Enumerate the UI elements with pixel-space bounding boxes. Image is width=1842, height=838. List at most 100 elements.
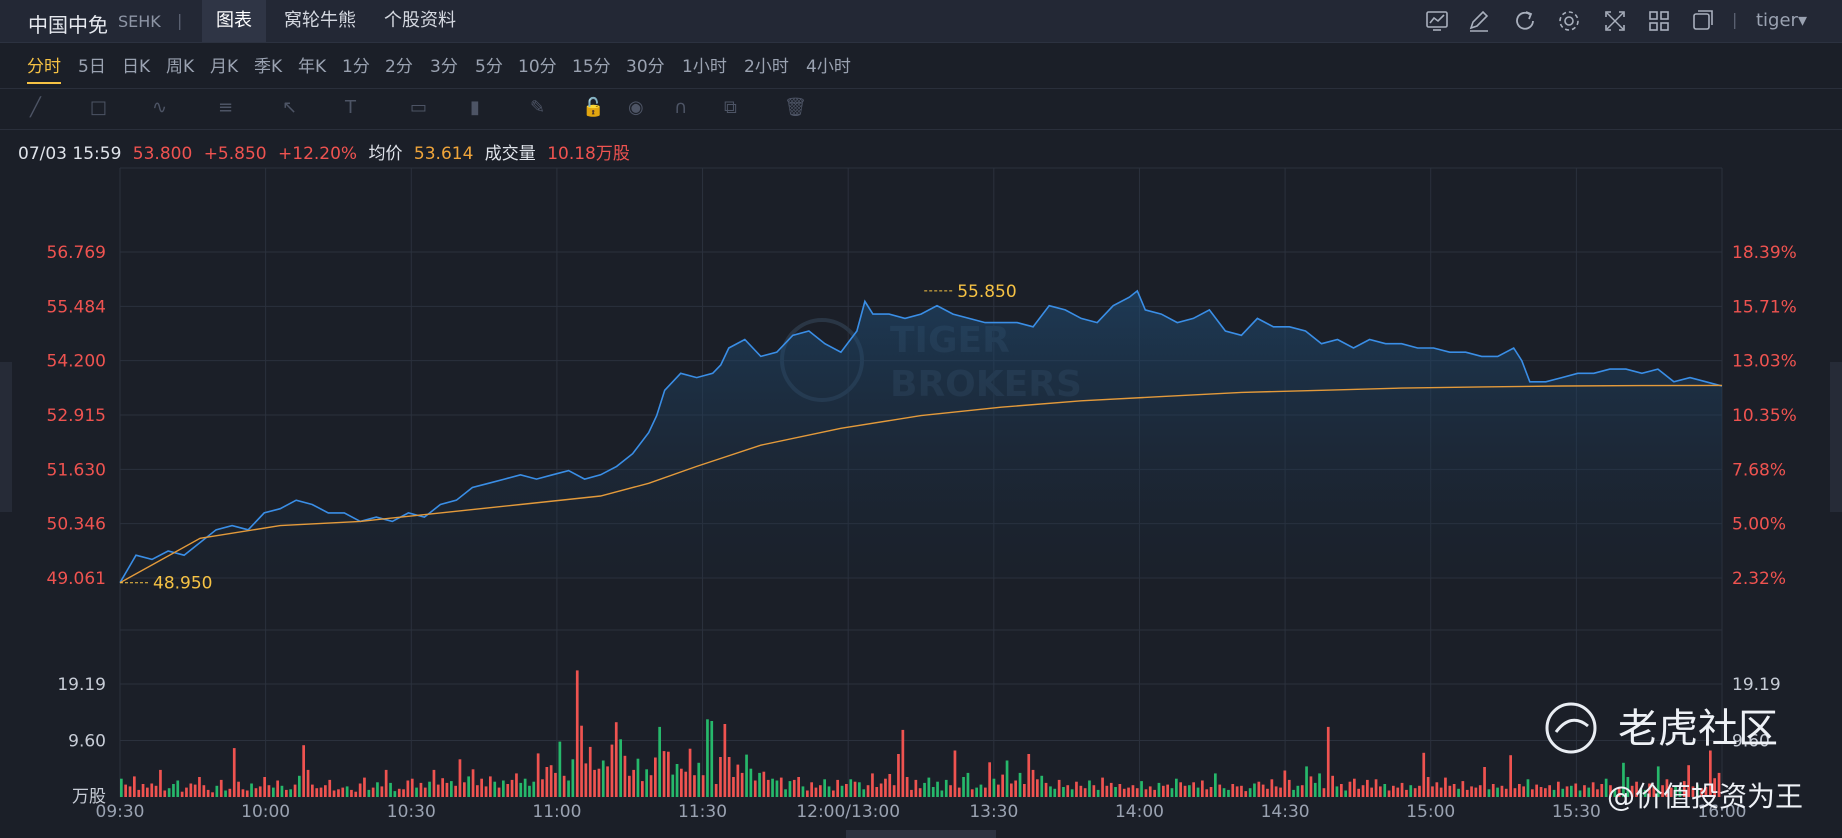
volume-bar (745, 754, 748, 797)
volume-bar (124, 784, 127, 797)
volume-unit-label: 万股 (72, 787, 106, 807)
draw-icon[interactable] (1466, 8, 1492, 34)
avg-price-line[interactable] (119, 384, 1723, 584)
period-tab-12[interactable]: 15分 (572, 57, 611, 77)
trash-icon[interactable]: 🗑 (784, 97, 807, 118)
period-tab-9[interactable]: 3分 (430, 57, 458, 77)
period-tab-5[interactable]: 季K (254, 57, 283, 77)
tab-stock-profile[interactable]: 个股资料 (384, 10, 456, 31)
volume-bar (1140, 781, 1143, 797)
right-panel-toggle[interactable] (1830, 362, 1842, 512)
volume-bar (337, 789, 340, 797)
period-tab-10[interactable]: 5分 (475, 57, 503, 77)
period-tab-11[interactable]: 10分 (518, 57, 557, 77)
measure-tool-icon[interactable]: ▮ (470, 97, 480, 118)
period-tab-3[interactable]: 周K (166, 57, 195, 77)
volume-bar (1565, 786, 1569, 797)
pct-tick-label: 5.00% (1732, 515, 1786, 535)
stock-name: 中国中免 (28, 13, 108, 37)
volume-bar (306, 769, 310, 797)
volume-bar (1340, 784, 1343, 797)
period-tab-4[interactable]: 月K (210, 57, 239, 77)
pen-icon[interactable]: ✎ (530, 97, 546, 118)
volume-bar (871, 773, 874, 797)
magnet-icon[interactable]: ∩ (674, 97, 688, 118)
line-tool-icon[interactable]: ╱ (30, 97, 41, 118)
volume-bar (1122, 788, 1126, 797)
price-tick-label: 56.769 (47, 243, 106, 263)
period-tab-14[interactable]: 1小时 (682, 57, 727, 77)
volume-bar (1535, 784, 1538, 797)
volume-bar (1031, 769, 1035, 797)
volume-bar (753, 780, 757, 797)
volume-bar (779, 777, 783, 797)
volume-bar (328, 779, 332, 797)
volume-bar (1491, 784, 1495, 797)
fullscreen-icon[interactable] (1602, 8, 1628, 34)
volume-bar (324, 785, 327, 797)
time-scroll-handle[interactable] (846, 830, 996, 838)
tab-chart[interactable]: 图表 (202, 0, 266, 42)
period-tab-2[interactable]: 日K (122, 57, 151, 77)
volume-bar (1665, 779, 1669, 797)
volume-bar (1135, 788, 1139, 797)
volume-bar (428, 781, 431, 797)
volume-bar (528, 785, 531, 797)
note-tool-icon[interactable]: ▭ (410, 97, 428, 118)
volume-bar (849, 779, 853, 797)
volume-bar (1049, 786, 1052, 797)
volume-bar (1313, 782, 1317, 797)
volume-bar (927, 777, 931, 797)
chart-style-icon[interactable] (1424, 8, 1450, 34)
volume-bar (866, 785, 870, 797)
volume-bar (1704, 787, 1708, 797)
period-tab-0[interactable]: 分时 (27, 52, 61, 84)
volume-bar (241, 789, 245, 797)
settings-icon[interactable] (1556, 8, 1582, 34)
volume-bar (476, 785, 479, 797)
period-tab-7[interactable]: 1分 (342, 57, 370, 77)
volume-bar (185, 787, 188, 797)
volume-bar (363, 777, 366, 797)
layers-icon[interactable]: ⧉ (724, 97, 737, 118)
period-tab-13[interactable]: 30分 (626, 57, 665, 77)
period-tab-8[interactable]: 2分 (385, 57, 413, 77)
volume-bar (962, 777, 965, 797)
eye-icon[interactable]: ◉ (628, 97, 644, 118)
left-panel-toggle[interactable] (0, 362, 12, 512)
volume-bar (263, 777, 266, 797)
fib-tool-icon[interactable]: ≡ (218, 97, 234, 118)
layout-grid-icon[interactable] (1646, 8, 1672, 34)
volume-bar (176, 780, 180, 797)
user-menu[interactable]: tiger▾ (1756, 10, 1807, 31)
text-tool-icon[interactable]: T (345, 97, 356, 118)
rectangle-tool-icon[interactable]: □ (90, 97, 108, 118)
volume-bar (1539, 787, 1543, 797)
tab-warrants[interactable]: 窝轮牛熊 (284, 10, 356, 31)
volume-bar (727, 757, 731, 797)
arrow-tool-icon[interactable]: ↖ (282, 97, 298, 118)
volume-bar (471, 769, 475, 797)
volume-bar (1348, 781, 1352, 797)
drawing-toolbar: ╱ □ ∿ ≡ ↖ T ▭ ▮ ✎ 🔓 ◉ ∩ ⧉ 🗑 (0, 88, 1842, 130)
period-tab-1[interactable]: 5日 (78, 57, 106, 77)
period-tab-15[interactable]: 2小时 (744, 57, 789, 77)
volume-bar (918, 788, 922, 797)
volume-bar (1231, 784, 1235, 797)
volume-bar (1279, 787, 1282, 797)
volume-bar (1717, 772, 1721, 797)
volume-bar (1570, 785, 1573, 797)
window-icon[interactable] (1690, 8, 1716, 34)
period-tab-6[interactable]: 年K (298, 57, 327, 77)
volume-bar (1691, 786, 1695, 797)
volume-bar (1522, 786, 1525, 797)
volume-bar (1023, 784, 1026, 797)
volume-bar (1326, 726, 1330, 797)
wave-tool-icon[interactable]: ∿ (152, 97, 168, 118)
period-tab-16[interactable]: 4小时 (806, 57, 851, 77)
volume-bar (454, 785, 457, 797)
refresh-icon[interactable] (1512, 8, 1538, 34)
volume-bar (1591, 782, 1595, 797)
lock-icon[interactable]: 🔓 (582, 97, 605, 118)
